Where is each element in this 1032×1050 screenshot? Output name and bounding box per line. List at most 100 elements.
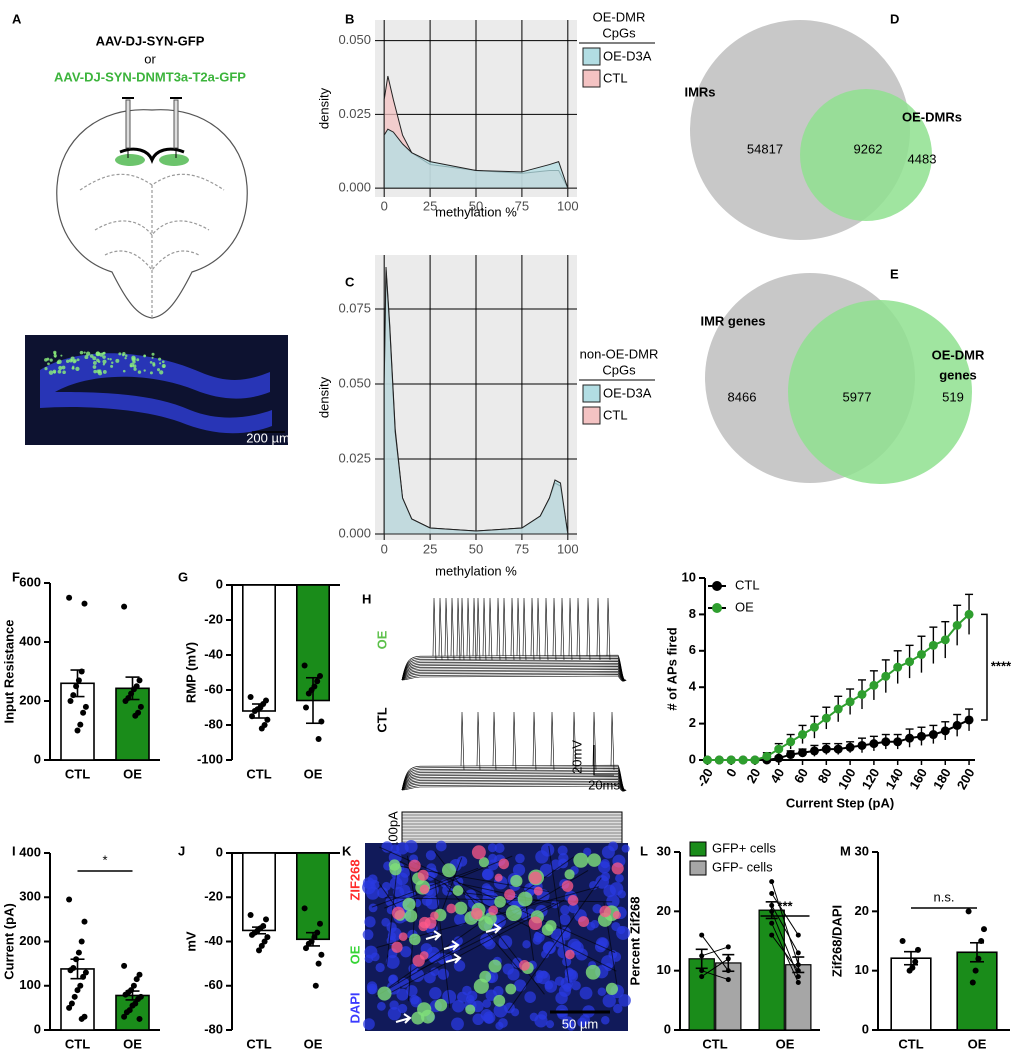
- gfp-cell: [585, 964, 601, 980]
- y-tick-label: -60: [204, 977, 223, 992]
- gfp-cell: [411, 1011, 425, 1025]
- dapi-nucleus: [364, 916, 376, 928]
- region-count: 54817: [747, 141, 783, 156]
- panel-label: J: [178, 843, 185, 858]
- spike: [532, 711, 537, 771]
- data-point: [857, 689, 867, 699]
- data-point: [66, 1004, 73, 1011]
- set-label: OE-DMR: [932, 347, 985, 362]
- dapi-nucleus: [571, 981, 581, 991]
- spike: [432, 597, 437, 661]
- zif268-cell: [567, 895, 579, 906]
- y-tick-label: 0: [862, 1021, 869, 1036]
- y-axis-title: mV: [183, 931, 198, 952]
- dapi-nucleus: [559, 926, 571, 938]
- y-tick-label: 0: [34, 1021, 41, 1036]
- data-point: [952, 620, 962, 630]
- dapi-nucleus: [600, 1016, 610, 1025]
- venn-set: [800, 89, 932, 221]
- neurite: [378, 883, 400, 912]
- dapi-nucleus: [435, 840, 447, 852]
- zif268-cell: [599, 905, 611, 918]
- data-point: [251, 708, 258, 714]
- data-point: [82, 703, 89, 710]
- gfp-cell: [124, 356, 127, 360]
- injection-site: [159, 154, 189, 166]
- dapi-nucleus: [502, 963, 514, 975]
- y-tick-label: -40: [204, 646, 223, 661]
- data-point: [315, 960, 322, 967]
- dapi-nucleus: [364, 945, 378, 959]
- dapi-nucleus: [368, 903, 378, 913]
- y-axis-title: Input Resistance: [1, 619, 16, 723]
- y-tick-label: 20: [855, 903, 869, 918]
- gfp-cell: [47, 362, 50, 366]
- dapi-nucleus: [377, 1001, 386, 1011]
- data-point: [809, 722, 819, 732]
- data-point: [912, 958, 919, 965]
- set-label: genes: [939, 367, 977, 382]
- dapi-nucleus: [615, 873, 624, 883]
- gfp-cell: [49, 358, 53, 362]
- dapi-nucleus: [381, 881, 391, 891]
- y-tick-label: -80: [204, 1021, 223, 1036]
- data-point: [972, 967, 979, 974]
- data-point: [67, 698, 74, 704]
- data-point: [769, 932, 775, 938]
- data-point: [786, 750, 796, 760]
- data-point: [256, 947, 262, 954]
- panel-label: E: [890, 266, 899, 281]
- gfp-cell: [493, 994, 506, 1007]
- data-point: [122, 991, 129, 998]
- gfp-cell: [587, 853, 601, 867]
- zif268-cell: [446, 903, 457, 914]
- dapi-nucleus: [363, 1018, 375, 1030]
- dapi-nucleus: [396, 988, 409, 1001]
- y-axis-title: Current (pA): [1, 903, 16, 980]
- zif268-cell: [494, 873, 503, 882]
- data-point: [881, 737, 891, 747]
- zif268-cell: [417, 869, 429, 881]
- data-point: [699, 974, 705, 980]
- panel-label: M: [840, 843, 851, 858]
- gfp-cell: [115, 358, 120, 363]
- spike: [512, 711, 517, 771]
- gfp-cell: [75, 366, 80, 371]
- y-tick-label: 400: [19, 633, 41, 648]
- region-count: 9262: [854, 141, 883, 156]
- y-tick-label: 400: [19, 844, 41, 859]
- pair-line: [701, 934, 729, 971]
- brain-detail: [79, 173, 225, 318]
- data-point: [75, 949, 82, 956]
- dapi-nucleus: [598, 861, 611, 874]
- spike: [466, 597, 471, 661]
- data-point: [133, 976, 140, 983]
- gfp-cell: [505, 905, 522, 922]
- dapi-nucleus: [487, 859, 499, 871]
- data-point: [129, 1002, 136, 1009]
- gfp-cell: [70, 359, 73, 362]
- data-point: [893, 662, 903, 672]
- construct-label: AAV-DJ-SYN-DNMT3a-T2a-GFP: [54, 69, 246, 84]
- dapi-nucleus: [430, 967, 439, 977]
- panel-label: G: [178, 569, 188, 584]
- y-tick-label: 6: [689, 642, 696, 657]
- gfp-cell: [158, 357, 162, 361]
- dapi-nucleus: [515, 853, 525, 864]
- spike: [510, 597, 515, 661]
- spike: [596, 597, 601, 661]
- voltage-traces: [401, 597, 627, 792]
- spike: [460, 597, 465, 661]
- x-tick-label: OE: [123, 766, 142, 781]
- gfp-cell: [102, 355, 106, 359]
- data-point: [798, 748, 808, 758]
- gfp-cell: [159, 362, 162, 365]
- ventricle: [119, 147, 185, 165]
- spike: [496, 597, 501, 661]
- data-point: [795, 980, 801, 986]
- x-tick-label: CTL: [65, 766, 90, 781]
- dapi-nucleus: [512, 863, 526, 877]
- data-point: [315, 736, 322, 742]
- spike: [482, 597, 487, 661]
- y-tick-label: 0: [216, 576, 223, 591]
